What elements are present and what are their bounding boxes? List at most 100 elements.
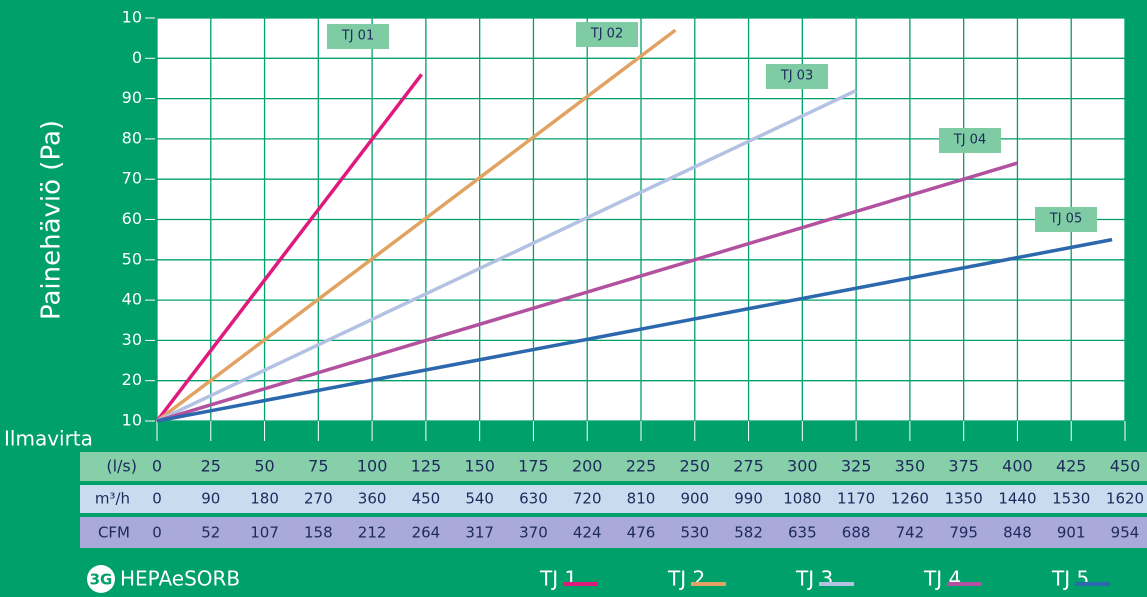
table-cell: 424 (573, 524, 602, 542)
table-cell: 52 (201, 524, 220, 542)
x-tick-label: 75 (308, 457, 328, 476)
tag-box (766, 64, 828, 89)
table-cell: 1620 (1106, 490, 1144, 508)
table-row (80, 452, 1147, 481)
table-cell: 264 (412, 524, 441, 542)
x-tick-label: 25 (201, 457, 221, 476)
table-cell: 1440 (998, 490, 1036, 508)
tag-label: TJ 02 (590, 27, 623, 42)
table-cell: 848 (1003, 524, 1032, 542)
x-axis-label: Ilmavirta (4, 427, 93, 451)
y-tick-label: 40 (122, 290, 142, 309)
table-cell: 158 (304, 524, 333, 542)
table-cell: 635 (788, 524, 817, 542)
table-header: (l/s) (106, 457, 137, 476)
line (156, 88, 857, 423)
table-cell: 370 (519, 524, 548, 542)
y-axis-label: Painehäviö (Pa) (37, 120, 67, 320)
y-tick-label: 0 (132, 48, 142, 67)
table-cell: 540 (465, 490, 494, 508)
logo-circle (87, 565, 115, 593)
table-cell: 180 (250, 490, 279, 508)
x-tick-label: 225 (626, 457, 657, 476)
table-cell: 450 (412, 490, 441, 508)
table-cell: 1260 (891, 490, 929, 508)
tag-box (327, 24, 389, 49)
table-cell: 107 (250, 524, 279, 542)
y-tick-label: 80 (122, 128, 142, 147)
table-header: CFM (98, 524, 130, 542)
x-tick-label: 400 (1002, 457, 1033, 476)
x-tick-label: 275 (733, 457, 764, 476)
tag-box (939, 128, 1001, 153)
y-tick-label: 10 (122, 411, 142, 430)
legend-label: TJ 1 (539, 567, 577, 591)
table-cell: 688 (842, 524, 871, 542)
legend-label: TJ 3 (795, 567, 833, 591)
table-cell: 795 (949, 524, 978, 542)
table-cell: 530 (680, 524, 709, 542)
x-tick-label: 125 (411, 457, 442, 476)
table-cell: 0 (152, 490, 162, 508)
table-cell: 212 (358, 524, 387, 542)
legend-label: TJ 2 (667, 567, 705, 591)
x-tick-label: 50 (254, 457, 274, 476)
table-cell: 582 (734, 524, 763, 542)
tag-label: TJ 01 (341, 29, 374, 44)
table-cell: 0 (152, 524, 162, 542)
table-cell: 90 (201, 490, 220, 508)
x-tick-label: 175 (518, 457, 549, 476)
tag-box (1035, 207, 1097, 232)
brand: HEPAeSORB (120, 567, 240, 591)
table-cell: 954 (1111, 524, 1140, 542)
x-tick-label: 100 (357, 457, 388, 476)
logo-mark: 3G (90, 571, 113, 589)
table-cell: 742 (896, 524, 925, 542)
tag-label: TJ 05 (1049, 212, 1082, 227)
table-cell: 1080 (783, 490, 821, 508)
x-tick-label: 150 (464, 457, 495, 476)
line (155, 28, 677, 423)
y-tick-label: 20 (122, 370, 142, 389)
x-tick-label: 250 (680, 457, 711, 476)
table-cell: 900 (680, 490, 709, 508)
table-cell: 1170 (837, 490, 875, 508)
table-cell: 1350 (945, 490, 983, 508)
line (156, 161, 1018, 423)
table-cell: 360 (358, 490, 387, 508)
y-tick-label: 10 (122, 8, 142, 27)
table-cell: 1530 (1052, 490, 1090, 508)
table-cell: 720 (573, 490, 602, 508)
y-tick-label: 90 (122, 88, 142, 107)
legend-label: TJ 5 (1051, 567, 1089, 591)
table-cell: 270 (304, 490, 333, 508)
table-cell: 901 (1057, 524, 1086, 542)
x-tick-label: 425 (1056, 457, 1087, 476)
y-tick-label: 50 (122, 249, 142, 268)
table-cell: 317 (465, 524, 494, 542)
table-row (80, 485, 1147, 513)
y-tick-label: 60 (122, 209, 142, 228)
x-tick-label: 325 (841, 457, 872, 476)
x-tick-label: 375 (948, 457, 979, 476)
table-cell: 476 (627, 524, 656, 542)
tag-box (576, 22, 638, 47)
x-tick-label: 0 (152, 457, 162, 476)
tag-label: TJ 04 (953, 133, 986, 148)
table-header: m³/h (95, 490, 130, 508)
table-row (80, 517, 1147, 548)
table-cell: 990 (734, 490, 763, 508)
line (156, 237, 1113, 423)
line (155, 73, 423, 423)
x-tick-label: 450 (1110, 457, 1141, 476)
x-tick-label: 300 (787, 457, 818, 476)
table-cell: 630 (519, 490, 548, 508)
legend-label: TJ 4 (923, 567, 961, 591)
table-cell: 810 (627, 490, 656, 508)
x-tick-label: 200 (572, 457, 603, 476)
y-tick-label: 70 (122, 169, 142, 188)
y-tick-label: 30 (122, 330, 142, 349)
x-tick-label: 350 (895, 457, 926, 476)
tag-label: TJ 03 (780, 69, 813, 84)
